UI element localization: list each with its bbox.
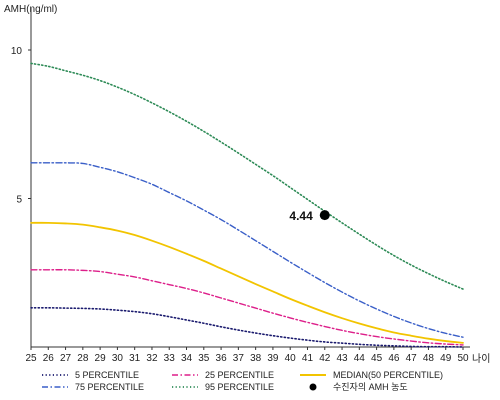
- legend-item: 수진자의 AMH 농도: [309, 382, 408, 392]
- x-tick-labels: 25 26 27 28 29 30 31 32 33 34 35 36 37 38 39 40 41 42 43 44…: [25, 347, 469, 364]
- series-line-95-percentile: [30, 62, 464, 290]
- x-tick-label: 32: [146, 353, 158, 364]
- y-tick-label: 10: [11, 46, 23, 57]
- x-tick-label: 42: [319, 353, 331, 364]
- x-tick-label: 33: [164, 353, 176, 364]
- x-tick-label: 38: [250, 353, 262, 364]
- legend-label: 75 PERCENTILE: [75, 382, 144, 392]
- x-tick-label: 48: [423, 353, 435, 364]
- series-line-25-percentile: [30, 269, 464, 346]
- x-tick-label: 37: [233, 353, 245, 364]
- x-tick-label: 30: [112, 353, 124, 364]
- y-axis-title: AMH(ng/ml): [4, 4, 57, 15]
- x-tick-label: 45: [371, 353, 383, 364]
- legend-item: 25 PERCENTILE: [172, 370, 274, 380]
- legend-label: 25 PERCENTILE: [205, 370, 274, 380]
- y-tick-labels: 5 10: [11, 46, 31, 206]
- x-tick-label: 46: [388, 353, 400, 364]
- x-tick-label: 47: [406, 353, 418, 364]
- legend-label: 수진자의 AMH 농도: [333, 382, 408, 392]
- legend-label: 95 PERCENTILE: [205, 382, 274, 392]
- patient-point-group: 4.44: [289, 209, 330, 223]
- x-tick-label: 27: [60, 353, 72, 364]
- legend: 5 PERCENTILE 25 PERCENTILE MEDIAN(50 PERCE…: [42, 370, 443, 392]
- y-tick-label: 5: [16, 195, 22, 206]
- legend-swatch-point: [309, 383, 317, 391]
- legend-label: 5 PERCENTILE: [75, 370, 139, 380]
- x-tick-label: 41: [302, 353, 314, 364]
- x-tick-label: 43: [336, 353, 348, 364]
- x-tick-label: 31: [129, 353, 141, 364]
- x-tick-label: 26: [43, 353, 55, 364]
- x-tick-label: 29: [95, 353, 107, 364]
- x-axis-title: 나이: [472, 353, 490, 365]
- x-tick-label: 40: [285, 353, 297, 364]
- x-tick-label: 25: [25, 353, 37, 364]
- legend-item: 95 PERCENTILE: [172, 382, 274, 392]
- x-tick-label: 36: [216, 353, 228, 364]
- axes: AMH(ng/ml) 나이: [4, 4, 490, 365]
- x-tick-label: 34: [181, 353, 193, 364]
- legend-item: 5 PERCENTILE: [42, 370, 139, 380]
- x-tick-label: 35: [198, 353, 210, 364]
- series-lines: [30, 62, 464, 348]
- x-tick-label: 44: [354, 353, 366, 364]
- x-tick-label: 49: [440, 353, 452, 364]
- x-tick-label: 39: [267, 353, 279, 364]
- x-tick-label: 50: [457, 353, 469, 364]
- x-tick-label: 28: [77, 353, 89, 364]
- series-line-75-percentile: [30, 162, 464, 338]
- series-line-median-50-percentile: [30, 221, 464, 344]
- patient-amh-point: [319, 210, 330, 221]
- legend-item: 75 PERCENTILE: [42, 382, 144, 392]
- patient-amh-value-label: 4.44: [289, 209, 313, 223]
- legend-item: MEDIAN(50 PERCENTILE): [300, 370, 443, 380]
- legend-label: MEDIAN(50 PERCENTILE): [333, 370, 443, 380]
- series-line-5-percentile: [30, 306, 464, 348]
